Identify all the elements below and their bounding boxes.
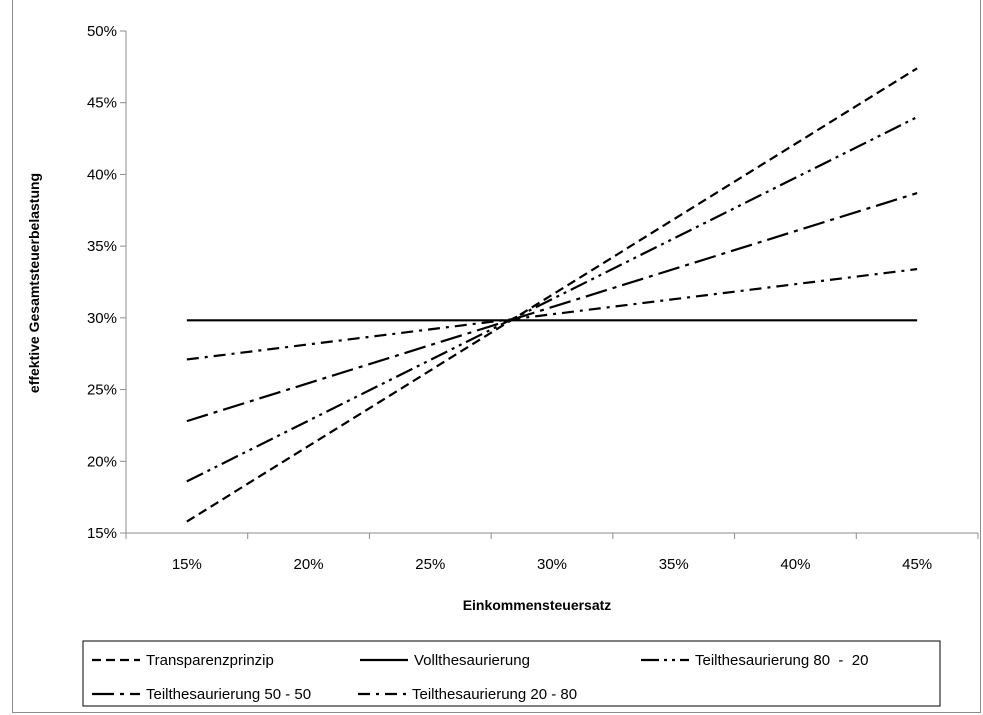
x-axis-title: Einkommensteuersatz bbox=[463, 597, 612, 613]
x-tick-label: 20% bbox=[294, 556, 324, 573]
y-tick-label: 45% bbox=[87, 95, 117, 112]
legend-label: Teilthesaurierung 50 - 50 bbox=[146, 686, 311, 703]
legend-label: Transparenzprinzip bbox=[146, 652, 274, 669]
y-tick-label: 15% bbox=[87, 525, 117, 542]
series-line-1 bbox=[186, 67, 918, 523]
y-tick-label: 40% bbox=[87, 166, 117, 183]
legend-label: Vollthesaurierung bbox=[414, 652, 530, 669]
y-axis-title: effektive Gesamtsteuerbelastung bbox=[26, 173, 42, 393]
series-line-5 bbox=[186, 267, 918, 361]
x-tick-label: 40% bbox=[780, 556, 810, 573]
x-tick-label: 25% bbox=[415, 556, 445, 573]
x-tick-label: 30% bbox=[537, 556, 567, 573]
x-tick-label: 35% bbox=[659, 556, 689, 573]
x-tick-label: 45% bbox=[902, 556, 932, 573]
legend: Transparenzprinzip Vollthesaurierung Teilt… bbox=[82, 640, 941, 707]
series-line-3 bbox=[186, 116, 918, 483]
y-tick-label: 50% bbox=[87, 23, 117, 40]
legend-label: Teilthesaurierung 20 - 80 bbox=[412, 686, 577, 703]
axes: 15% 20% 25% 30% 35% 40% 45% 50% 15% 20% 25% 30% 35% 4… bbox=[87, 23, 979, 573]
x-tick-label: 15% bbox=[172, 556, 202, 573]
y-tick-label: 25% bbox=[87, 382, 117, 399]
plot-lines bbox=[186, 67, 918, 523]
legend-label: Teilthesaurierung 80 - 20 bbox=[695, 652, 868, 669]
y-tick-label: 20% bbox=[87, 453, 117, 470]
y-tick-label: 30% bbox=[87, 310, 117, 327]
chart-frame bbox=[12, 0, 981, 713]
series-line-4 bbox=[186, 192, 918, 423]
y-tick-label: 35% bbox=[87, 238, 117, 255]
